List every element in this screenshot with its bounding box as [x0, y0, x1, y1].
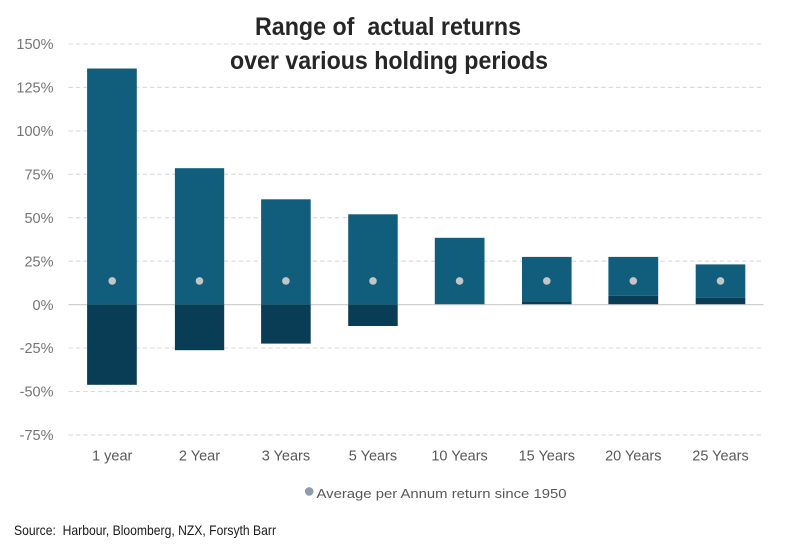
- svg-text:75%: 75%: [24, 168, 53, 184]
- svg-text:Range of actual returns: Range of actual returns: [255, 13, 521, 41]
- svg-text:1 year: 1 year: [92, 449, 132, 465]
- svg-text:-50%: -50%: [20, 385, 54, 401]
- svg-text:Average per Annum return since: Average per Annum return since 1950: [317, 486, 567, 501]
- svg-text:5 Years: 5 Years: [349, 449, 397, 465]
- svg-text:3 Years: 3 Years: [262, 449, 310, 465]
- svg-text:-75%: -75%: [20, 428, 54, 444]
- svg-text:25 Years: 25 Years: [692, 449, 748, 465]
- svg-text:50%: 50%: [24, 211, 53, 227]
- svg-text:150%: 150%: [16, 37, 53, 53]
- svg-text:25%: 25%: [24, 254, 53, 270]
- svg-text:0%: 0%: [33, 298, 54, 314]
- svg-text:over various holding periods: over various holding periods: [230, 47, 548, 75]
- svg-text:2 Year: 2 Year: [179, 449, 220, 465]
- svg-text:-25%: -25%: [20, 341, 54, 357]
- svg-text:100%: 100%: [16, 124, 53, 140]
- svg-text:20 Years: 20 Years: [605, 449, 661, 465]
- svg-text:125%: 125%: [16, 81, 53, 97]
- svg-text:Source: Harbour, Bloomberg, N: Source: Harbour, Bloomberg, NZX, Forsyth…: [14, 522, 276, 538]
- svg-text:15 Years: 15 Years: [519, 449, 575, 465]
- svg-text:10 Years: 10 Years: [431, 449, 487, 465]
